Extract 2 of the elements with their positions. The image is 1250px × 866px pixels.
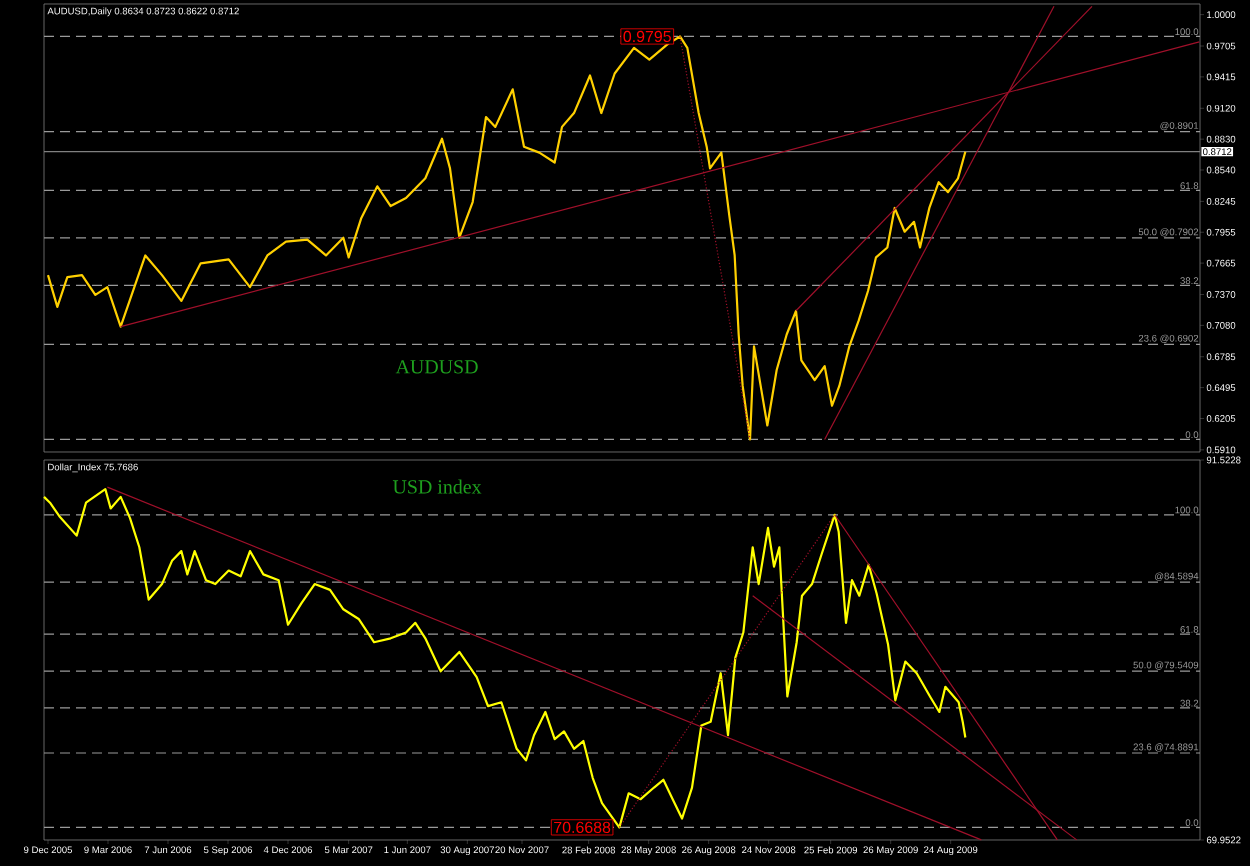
annotation: USD index xyxy=(392,479,482,494)
annotation: AUDUSD xyxy=(395,360,478,374)
